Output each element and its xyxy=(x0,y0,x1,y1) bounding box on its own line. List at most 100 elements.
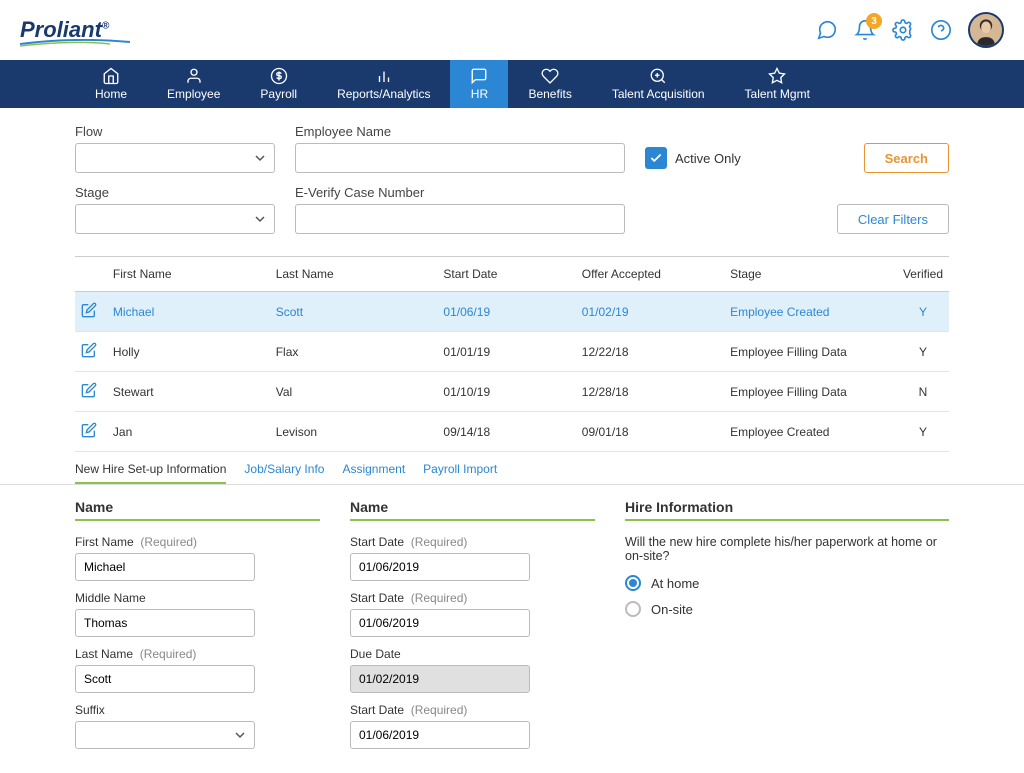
logo: Proliant® xyxy=(20,17,109,43)
cell-start-date: 09/14/18 xyxy=(437,412,575,452)
cell-first-name: Stewart xyxy=(107,372,270,412)
nav-employee[interactable]: Employee xyxy=(147,60,240,108)
hire-question: Will the new hire complete his/her paper… xyxy=(625,535,949,563)
start-date-label: Start Date xyxy=(350,535,404,549)
avatar[interactable] xyxy=(968,12,1004,48)
everify-label: E-Verify Case Number xyxy=(295,185,625,200)
last-name-input[interactable] xyxy=(75,665,255,693)
radio-at-home[interactable] xyxy=(625,575,641,591)
middle-name-label: Middle Name xyxy=(75,591,320,605)
cell-last-name: Scott xyxy=(270,292,438,332)
cell-verified: Y xyxy=(897,332,949,372)
nav-benefits[interactable]: Benefits xyxy=(508,60,591,108)
tab-new-hire[interactable]: New Hire Set-up Information xyxy=(75,462,226,484)
cell-start-date: 01/01/19 xyxy=(437,332,575,372)
cell-last-name: Flax xyxy=(270,332,438,372)
th-verified: Verified xyxy=(897,257,949,292)
tab-assignment[interactable]: Assignment xyxy=(342,462,405,484)
start-date-input[interactable] xyxy=(350,553,530,581)
cell-offer-accepted: 01/02/19 xyxy=(576,292,724,332)
first-name-label: First Name xyxy=(75,535,134,549)
start-date3-label: Start Date xyxy=(350,703,404,717)
person-icon xyxy=(185,67,203,85)
suffix-label: Suffix xyxy=(75,703,320,717)
nav-reports[interactable]: Reports/Analytics xyxy=(317,60,450,108)
search-person-icon xyxy=(649,67,667,85)
chat-icon[interactable] xyxy=(816,19,838,41)
notification-badge: 3 xyxy=(866,13,882,29)
edit-icon[interactable] xyxy=(81,422,97,438)
cell-verified: N xyxy=(897,372,949,412)
cell-offer-accepted: 12/28/18 xyxy=(576,372,724,412)
dollar-icon xyxy=(270,67,288,85)
cell-first-name: Michael xyxy=(107,292,270,332)
table-row[interactable]: JanLevison09/14/1809/01/18Employee Creat… xyxy=(75,412,949,452)
cell-offer-accepted: 12/22/18 xyxy=(576,332,724,372)
start-date3-input[interactable] xyxy=(350,721,530,749)
tab-job-salary[interactable]: Job/Salary Info xyxy=(244,462,324,484)
cell-offer-accepted: 09/01/18 xyxy=(576,412,724,452)
heart-icon xyxy=(541,67,559,85)
th-stage: Stage xyxy=(724,257,897,292)
help-icon[interactable] xyxy=(930,19,952,41)
cell-stage: Employee Filling Data xyxy=(724,332,897,372)
start-date2-input[interactable] xyxy=(350,609,530,637)
edit-icon[interactable] xyxy=(81,302,97,318)
radio-on-site-label: On-site xyxy=(651,602,693,617)
suffix-select[interactable] xyxy=(75,721,255,749)
employee-name-label: Employee Name xyxy=(295,124,625,139)
nav-home[interactable]: Home xyxy=(75,60,147,108)
search-button[interactable]: Search xyxy=(864,143,949,173)
star-icon xyxy=(768,67,786,85)
flow-select[interactable] xyxy=(75,143,275,173)
cell-stage: Employee Filling Data xyxy=(724,372,897,412)
cell-stage: Employee Created xyxy=(724,412,897,452)
section-dates: Name xyxy=(350,499,595,521)
edit-icon[interactable] xyxy=(81,342,97,358)
th-offer-accepted: Offer Accepted xyxy=(576,257,724,292)
stage-select[interactable] xyxy=(75,204,275,234)
nav-payroll[interactable]: Payroll xyxy=(240,60,317,108)
clear-filters-button[interactable]: Clear Filters xyxy=(837,204,949,234)
table-row[interactable]: StewartVal01/10/1912/28/18Employee Filli… xyxy=(75,372,949,412)
nav-talent-acq[interactable]: Talent Acquisition xyxy=(592,60,725,108)
due-date-input xyxy=(350,665,530,693)
nav-hr[interactable]: HR xyxy=(450,60,508,108)
stage-label: Stage xyxy=(75,185,275,200)
first-name-input[interactable] xyxy=(75,553,255,581)
chart-icon xyxy=(375,67,393,85)
section-name: Name xyxy=(75,499,320,521)
cell-first-name: Jan xyxy=(107,412,270,452)
th-first-name: First Name xyxy=(107,257,270,292)
message-icon xyxy=(470,67,488,85)
employees-table: First Name Last Name Start Date Offer Ac… xyxy=(75,256,949,452)
th-last-name: Last Name xyxy=(270,257,438,292)
employee-name-input[interactable] xyxy=(295,143,625,173)
everify-input[interactable] xyxy=(295,204,625,234)
gear-icon[interactable] xyxy=(892,19,914,41)
active-only-label: Active Only xyxy=(675,151,741,166)
active-only-checkbox[interactable] xyxy=(645,147,667,169)
cell-last-name: Val xyxy=(270,372,438,412)
section-hire-info: Hire Information xyxy=(625,499,949,521)
main-nav: Home Employee Payroll Reports/Analytics … xyxy=(0,60,1024,108)
cell-verified: Y xyxy=(897,412,949,452)
cell-stage: Employee Created xyxy=(724,292,897,332)
table-row[interactable]: HollyFlax01/01/1912/22/18Employee Fillin… xyxy=(75,332,949,372)
home-icon xyxy=(102,67,120,85)
cell-start-date: 01/06/19 xyxy=(437,292,575,332)
edit-icon[interactable] xyxy=(81,382,97,398)
bell-icon[interactable]: 3 xyxy=(854,19,876,41)
cell-first-name: Holly xyxy=(107,332,270,372)
last-name-label: Last Name xyxy=(75,647,133,661)
cell-start-date: 01/10/19 xyxy=(437,372,575,412)
nav-talent-mgmt[interactable]: Talent Mgmt xyxy=(725,60,830,108)
radio-on-site[interactable] xyxy=(625,601,641,617)
flow-label: Flow xyxy=(75,124,275,139)
middle-name-input[interactable] xyxy=(75,609,255,637)
table-row[interactable]: MichaelScott01/06/1901/02/19Employee Cre… xyxy=(75,292,949,332)
detail-tabs: New Hire Set-up Information Job/Salary I… xyxy=(0,452,1024,485)
tab-payroll-import[interactable]: Payroll Import xyxy=(423,462,497,484)
th-start-date: Start Date xyxy=(437,257,575,292)
radio-at-home-label: At home xyxy=(651,576,699,591)
